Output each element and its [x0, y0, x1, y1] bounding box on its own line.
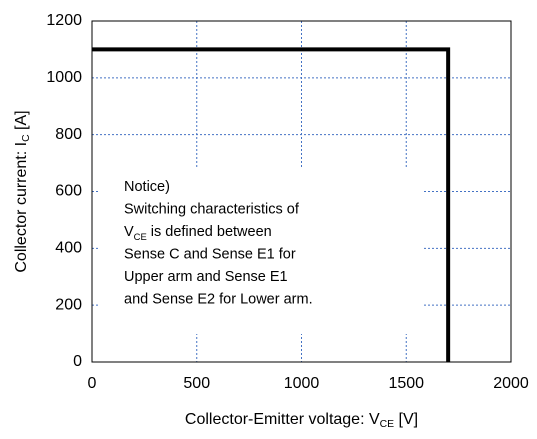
text-part: Collector-Emitter voltage: V	[185, 411, 380, 428]
annotation-line: and Sense E2 for Lower arm.	[124, 292, 313, 308]
y-tick-label: 200	[55, 296, 82, 313]
y-tick-label: 1000	[46, 69, 82, 86]
y-tick-label: 400	[55, 240, 82, 257]
annotation-line: Notice)	[124, 179, 170, 195]
y-axis-label: Collector current: IC [A]	[13, 110, 32, 272]
annotation-line: Switching characteristics of	[124, 202, 300, 218]
y-tick-label: 600	[55, 183, 82, 200]
x-tick-label: 2000	[493, 375, 529, 392]
text-part: V	[124, 224, 134, 240]
text-part: Collector current: I	[13, 142, 30, 273]
annotation-line: Sense C and Sense E1 for	[124, 247, 296, 263]
x-tick-label: 1500	[388, 375, 424, 392]
text-part: Upper arm and Sense E1	[124, 269, 288, 285]
x-tick-label: 500	[183, 375, 210, 392]
subscript: CE	[380, 419, 395, 430]
y-tick-label: 1200	[46, 12, 82, 29]
text-part: [V]	[394, 411, 418, 428]
x-axis-label: Collector-Emitter voltage: VCE [V]	[185, 411, 418, 430]
plot-frame	[91, 20, 512, 363]
data-line	[92, 47, 451, 362]
subscript: CE	[134, 231, 147, 242]
text-part: is defined between	[147, 224, 272, 240]
text-part: and Sense E2 for Lower arm.	[124, 292, 313, 308]
text-part: Notice)	[124, 179, 170, 195]
text-part: Switching characteristics of	[124, 202, 300, 218]
text-part: Sense C and Sense E1 for	[124, 247, 296, 263]
annotation-box	[100, 168, 422, 334]
y-tick-label: 800	[55, 126, 82, 143]
annotation-line: Upper arm and Sense E1	[124, 269, 288, 285]
text-part: [A]	[13, 110, 30, 134]
annotation-line: VCE is defined between	[124, 224, 272, 242]
subscript: C	[21, 134, 32, 142]
x-tick-label: 1000	[284, 375, 320, 392]
x-tick-label: 0	[88, 375, 97, 392]
y-tick-label: 0	[73, 353, 82, 370]
